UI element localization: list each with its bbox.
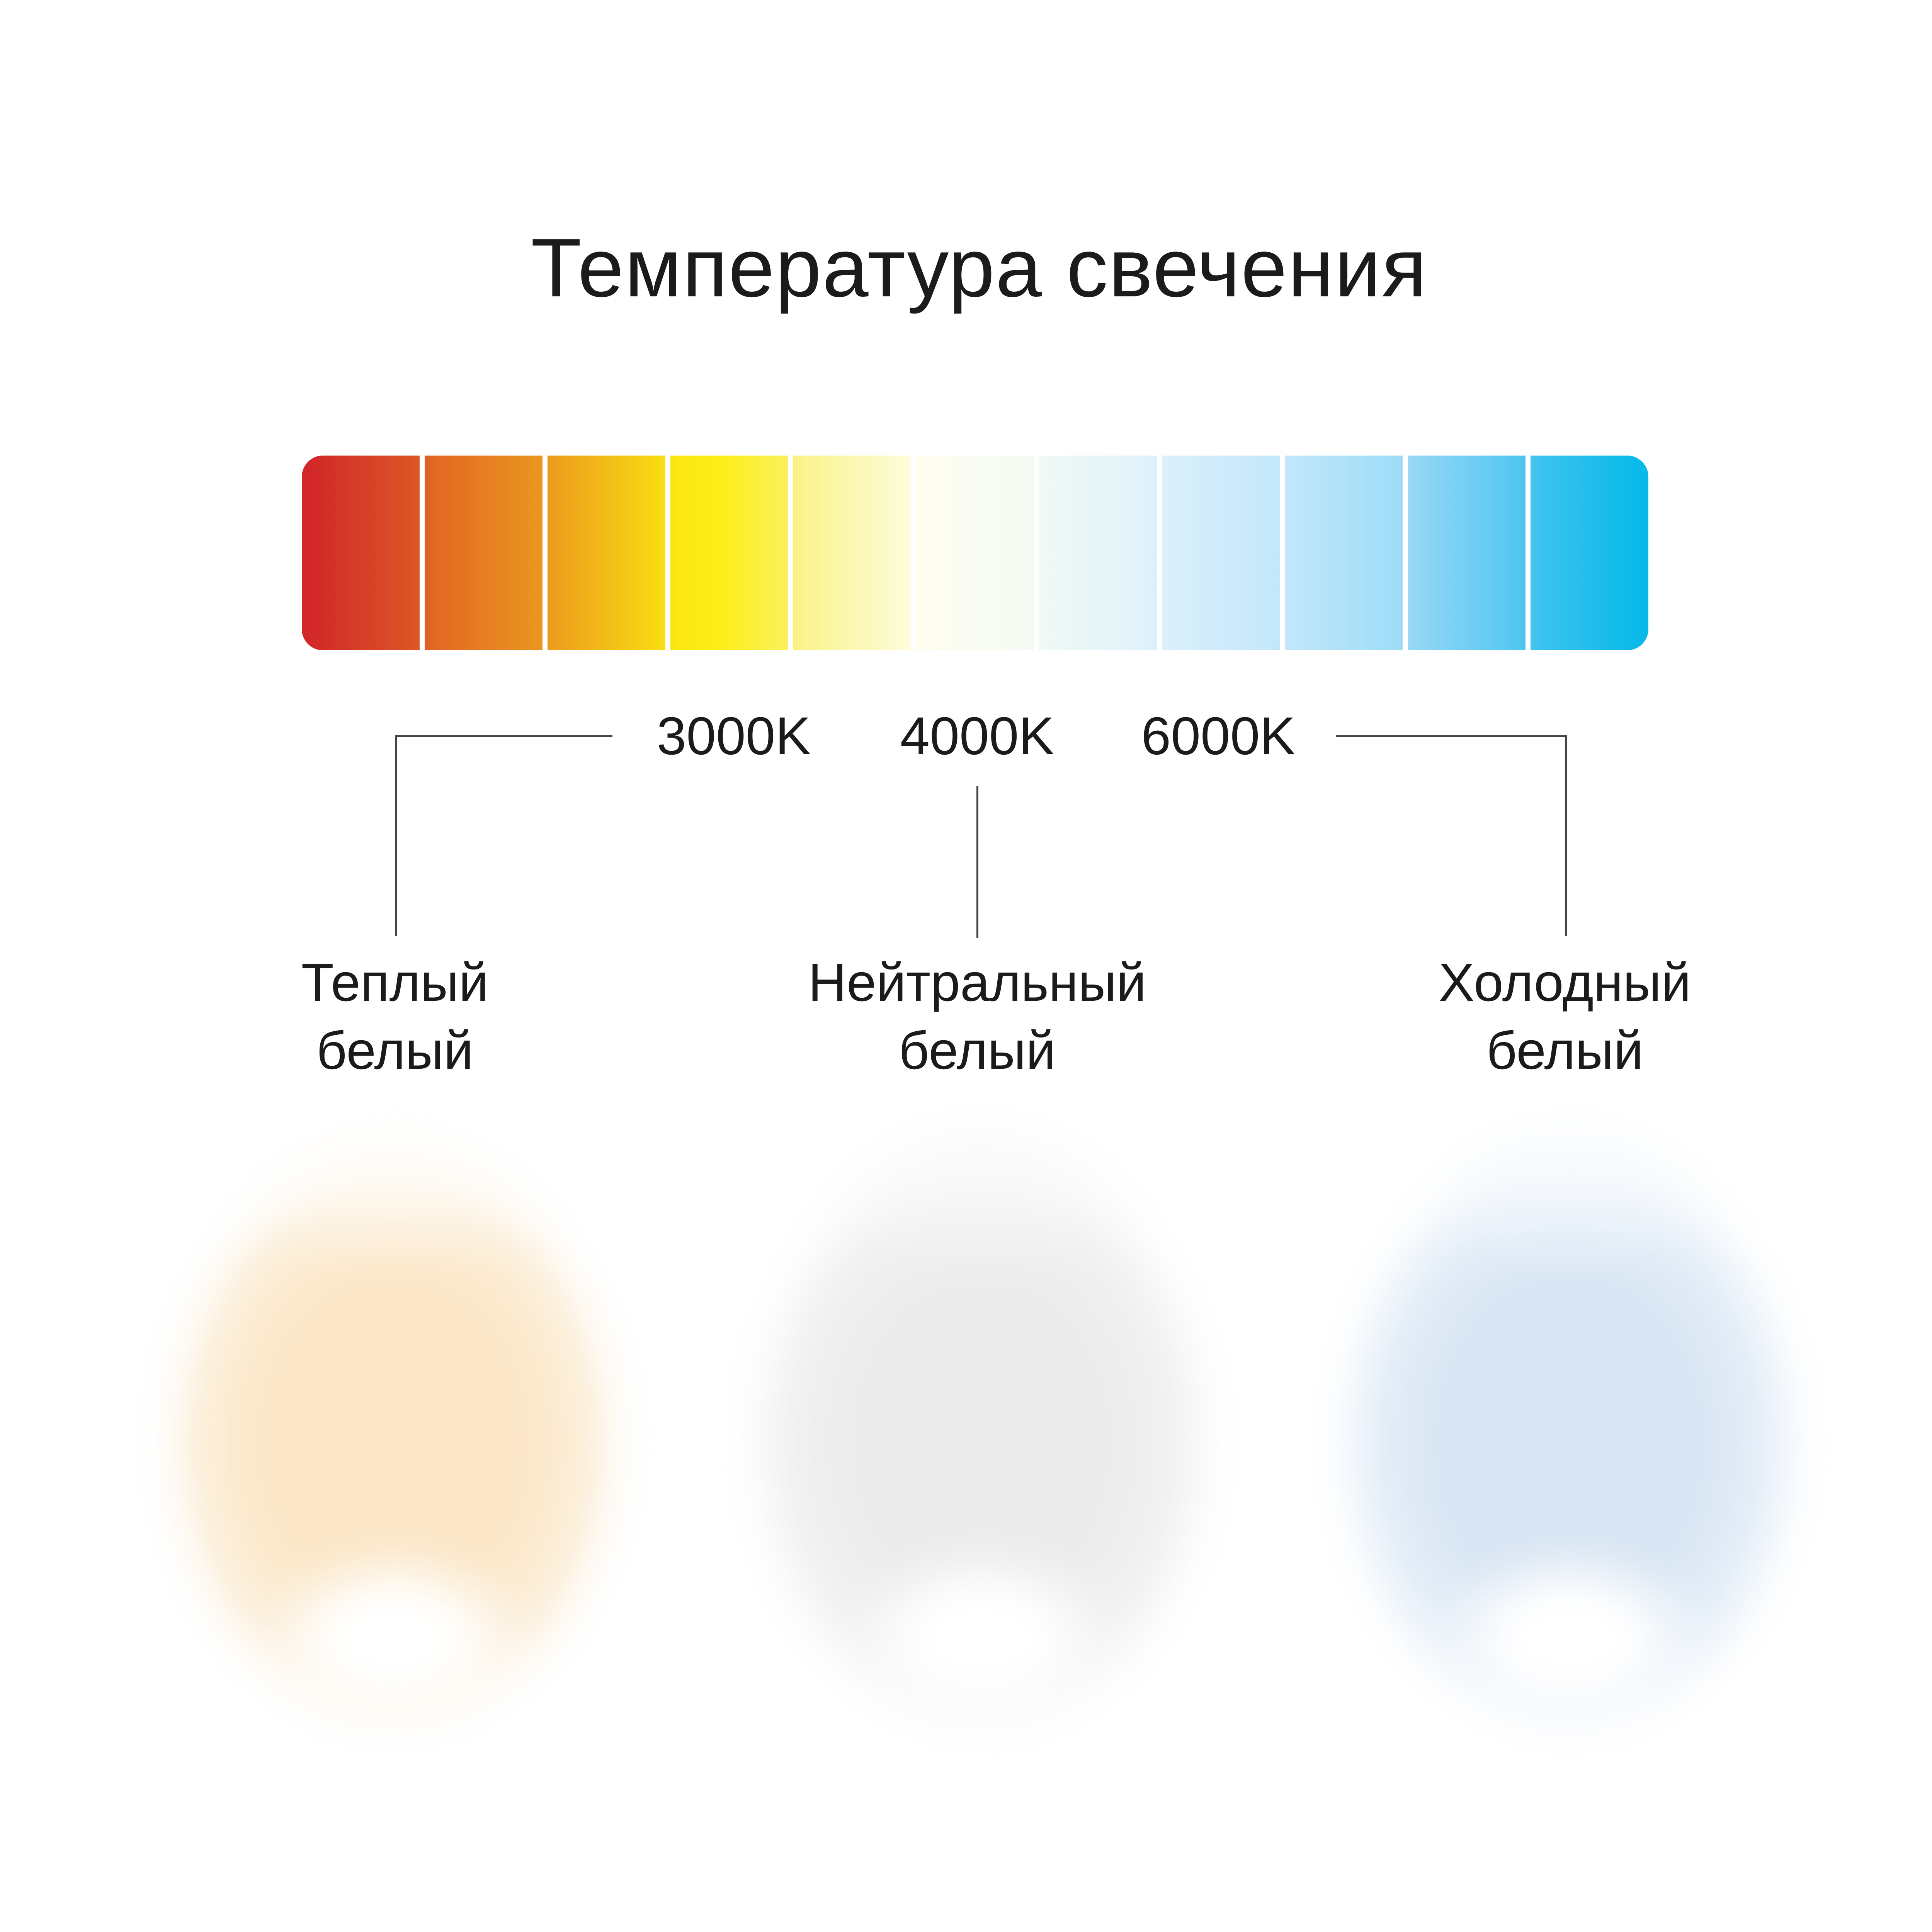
- bar-segment-separator: [788, 456, 793, 650]
- connector-warm-horizontal: [395, 735, 612, 737]
- bar-segment-separator: [1157, 456, 1162, 650]
- category-neutral-line1: Нейтральный: [808, 953, 1146, 1012]
- lamp-glow-spot: [1427, 1540, 1712, 1737]
- bar-segment-separator: [665, 456, 670, 650]
- page-title: Температура свечения: [531, 221, 1428, 314]
- category-cold-line2: белый: [1486, 1021, 1644, 1080]
- category-label-neutral-white: Нейтральный белый: [808, 949, 1146, 1085]
- glow-oval-cold-white: [1324, 1122, 1815, 1737]
- bar-segment-separator: [1034, 456, 1039, 650]
- connector-cold-horizontal: [1336, 735, 1567, 737]
- category-cold-line1: Холодный: [1439, 953, 1691, 1012]
- bar-segment-separator: [1280, 456, 1285, 650]
- category-warm-line1: Теплый: [301, 953, 489, 1012]
- category-neutral-line2: белый: [898, 1021, 1056, 1080]
- bar-segment-separator: [1526, 456, 1531, 650]
- category-label-warm-white: Теплый белый: [301, 949, 489, 1085]
- glow-oval-neutral-white: [736, 1122, 1227, 1737]
- category-label-cold-white: Холодный белый: [1439, 949, 1691, 1085]
- bar-segment-separator: [420, 456, 425, 650]
- bar-segment-separator: [911, 456, 916, 650]
- bar-segment-separator: [1403, 456, 1408, 650]
- connector-warm-vertical: [395, 735, 397, 936]
- category-warm-line2: белый: [316, 1021, 474, 1080]
- lamp-glow-spot: [839, 1540, 1124, 1737]
- connector-neutral-vertical: [976, 786, 978, 938]
- tick-label-3000k: 3000K: [656, 706, 811, 766]
- glow-oval-warm-white: [148, 1122, 639, 1737]
- bar-segment-separator: [543, 456, 548, 650]
- tick-label-4000k: 4000K: [900, 706, 1054, 766]
- lamp-glow-spot: [251, 1540, 536, 1737]
- connector-cold-vertical: [1565, 735, 1567, 936]
- temperature-gradient-bar: [302, 456, 1648, 650]
- tick-label-6000k: 6000K: [1141, 706, 1296, 766]
